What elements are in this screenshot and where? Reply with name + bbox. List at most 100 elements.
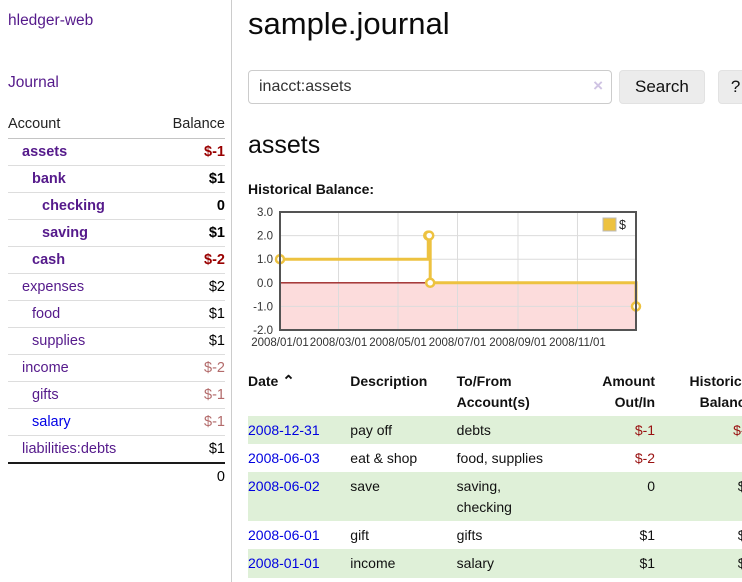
account-link-supplies[interactable]: supplies xyxy=(32,333,86,349)
app-title-link[interactable]: hledger-web xyxy=(8,12,94,29)
accounts-header-account: Account xyxy=(8,112,155,139)
transaction-balance: $2 xyxy=(737,527,742,544)
transaction-description: pay off xyxy=(350,421,393,438)
legend-swatch xyxy=(602,217,617,232)
transaction-balance: $2 xyxy=(737,478,742,495)
search-input[interactable] xyxy=(248,70,612,105)
account-row: saving $1 xyxy=(8,219,225,247)
legend-label: $ xyxy=(619,218,626,232)
account-heading: assets xyxy=(248,131,321,160)
clear-search-icon[interactable]: × xyxy=(593,76,603,96)
transaction-amount: $-1 xyxy=(634,421,656,438)
transaction-row: 2008-12-31 pay off debts $-1 $-1 xyxy=(248,415,742,445)
account-link-checking[interactable]: checking xyxy=(42,198,105,214)
account-link-food[interactable]: food xyxy=(32,306,61,322)
sort-ascending-icon[interactable]: ⌃ xyxy=(282,373,295,391)
account-link-cash[interactable]: cash xyxy=(32,252,66,268)
y-tick-label: 0.0 xyxy=(257,278,273,290)
account-row: checking 0 xyxy=(8,192,225,220)
chart-title: Historical Balance: xyxy=(248,181,375,198)
accounts-header-balance: Balance xyxy=(154,112,225,139)
transaction-row: 2008-01-01 income salary $1 $1 xyxy=(248,549,742,578)
x-tick-label: 2008/03/01 xyxy=(310,337,368,349)
account-link-bank[interactable]: bank xyxy=(32,171,66,187)
account-balance: $1 xyxy=(154,435,225,463)
accounts-header-row: Account Balance xyxy=(8,112,225,139)
transaction-amount: $-2 xyxy=(634,450,656,467)
account-row: food $1 xyxy=(8,300,225,328)
account-balance: $2 xyxy=(154,273,225,301)
transaction-balance: $1 xyxy=(737,555,742,572)
transaction-date-link[interactable]: 2008-06-01 xyxy=(248,527,320,544)
transaction-date-link[interactable]: 2008-01-01 xyxy=(248,555,320,572)
register-header-accounts: To/From Account(s) xyxy=(456,373,530,410)
account-row: expenses $2 xyxy=(8,273,225,301)
y-tick-label: 1.0 xyxy=(257,254,273,266)
transaction-accounts: gifts xyxy=(456,527,483,544)
account-row: cash $-2 xyxy=(8,246,225,274)
data-point xyxy=(423,230,435,242)
transaction-description: save xyxy=(350,478,380,495)
sidebar-nav: Journal xyxy=(8,74,225,92)
register-header-balance: Historical Balance xyxy=(689,373,742,410)
transaction-date-link[interactable]: 2008-06-02 xyxy=(248,478,320,495)
account-row: supplies $1 xyxy=(8,327,225,355)
x-tick-label: 2008/07/01 xyxy=(429,337,487,349)
transaction-accounts: salary xyxy=(456,555,495,572)
account-balance: $-1 xyxy=(154,381,225,409)
account-link-saving[interactable]: saving xyxy=(42,225,88,241)
account-link-gifts[interactable]: gifts xyxy=(32,387,59,403)
account-balance: 0 xyxy=(154,192,225,220)
transaction-row: 2008-06-01 gift gifts $1 $2 xyxy=(248,521,742,549)
x-tick-label: 2008/01/01 xyxy=(251,337,309,349)
transaction-date-link[interactable]: 2008-06-03 xyxy=(248,450,320,467)
transaction-amount: 0 xyxy=(647,478,656,495)
x-tick-label: 2008/05/01 xyxy=(369,337,427,349)
account-link-income[interactable]: income xyxy=(22,360,69,376)
account-link-assets[interactable]: assets xyxy=(22,144,68,160)
accounts-total-row: 0 xyxy=(8,462,225,490)
search-box: × xyxy=(248,70,612,105)
account-link-expenses[interactable]: expenses xyxy=(22,279,85,295)
account-row: bank $1 xyxy=(8,165,225,193)
account-balance: $-1 xyxy=(154,408,225,436)
main-content: sample.journal × Search ? assets Histori… xyxy=(232,0,742,582)
register-header-description: Description xyxy=(350,373,428,390)
account-balance: $1 xyxy=(154,300,225,328)
transaction-balance: 0 xyxy=(655,444,742,472)
account-row: salary $-1 xyxy=(8,408,225,436)
data-point xyxy=(424,277,436,289)
transaction-balance: $-1 xyxy=(733,421,742,438)
register-header-amount: Amount Out/In xyxy=(602,373,656,410)
register-header-date[interactable]: Date xyxy=(248,373,279,390)
y-tick-label: 2.0 xyxy=(257,231,273,243)
transaction-accounts: debts xyxy=(456,421,491,438)
x-tick-label: 2008/11/01 xyxy=(549,337,606,349)
transaction-date-link[interactable]: 2008-12-31 xyxy=(248,421,320,438)
transaction-row: 2008-06-03 eat & shop food, supplies $-20 xyxy=(248,444,742,472)
transaction-description: income xyxy=(350,555,396,572)
transaction-amount: $1 xyxy=(639,555,656,572)
account-balance: $1 xyxy=(154,165,225,193)
register-table: Date ⌃ Description To/From Account(s) Am… xyxy=(248,369,742,578)
sidebar-item-journal[interactable]: Journal xyxy=(8,74,59,91)
account-link-salary[interactable]: salary xyxy=(32,414,71,430)
search-button[interactable]: Search xyxy=(619,70,705,105)
sidebar: hledger-web Journal Account Balance asse… xyxy=(0,0,232,582)
account-balance: $-2 xyxy=(154,354,225,382)
help-button[interactable]: ? xyxy=(717,70,742,105)
y-tick-label: -2.0 xyxy=(253,325,273,337)
y-tick-label: 3.0 xyxy=(257,207,273,219)
x-tick-label: 2008/09/01 xyxy=(489,337,547,349)
accounts-total-balance: 0 xyxy=(154,462,225,490)
transaction-description: gift xyxy=(350,527,369,544)
account-balance: $-2 xyxy=(154,246,225,274)
transaction-amount: $1 xyxy=(639,527,656,544)
account-row: assets $-1 xyxy=(8,139,225,166)
page-title: sample.journal xyxy=(248,6,450,41)
account-link-liabilities-debts[interactable]: liabilities:debts xyxy=(22,441,117,457)
register-header-row: Date ⌃ Description To/From Account(s) Am… xyxy=(248,369,742,416)
account-balance: $1 xyxy=(154,327,225,355)
